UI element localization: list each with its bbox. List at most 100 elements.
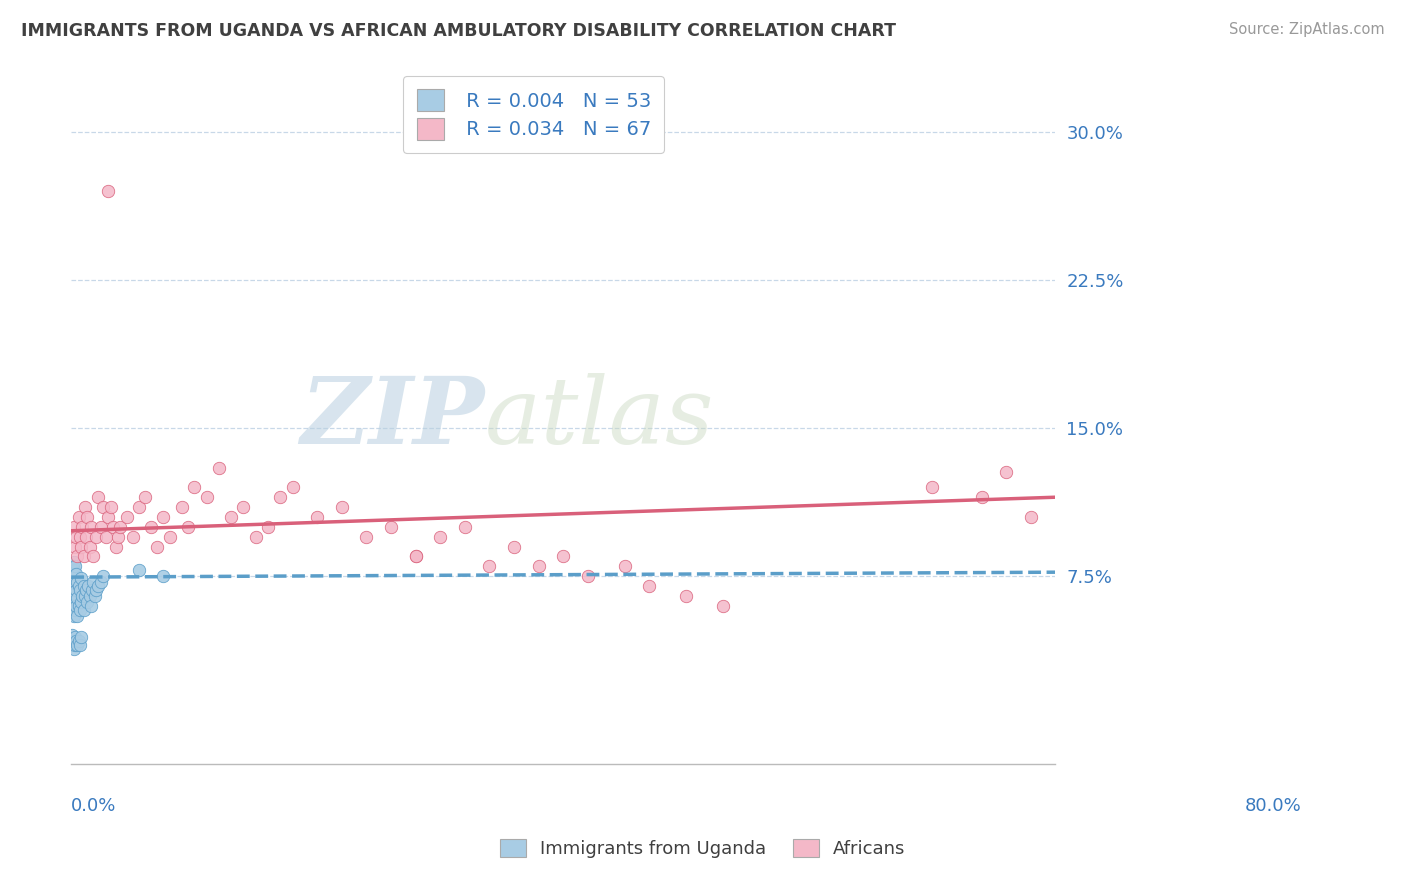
Point (478, 559, 501, 574)
Point (87, 579, 110, 593)
Point (73, 589, 96, 603)
Point (67, 510, 90, 524)
Point (65, 599, 87, 613)
Point (159, 530, 181, 544)
Point (65, 582, 87, 597)
Point (75, 530, 97, 544)
Point (72, 589, 94, 603)
Point (454, 520, 477, 534)
Point (65, 530, 87, 544)
Point (62, 582, 84, 597)
Point (70, 595, 93, 609)
Point (62, 638, 84, 652)
Point (141, 520, 163, 534)
Point (281, 480, 304, 494)
Point (62, 608, 84, 623)
Point (62, 555, 84, 569)
Point (87, 490, 110, 504)
Point (107, 530, 129, 544)
Point (208, 460, 231, 475)
Point (62, 579, 84, 593)
Point (503, 540, 526, 554)
Point (121, 530, 143, 544)
Point (97, 185, 120, 199)
Point (330, 500, 353, 514)
Point (75, 582, 97, 597)
Text: ZIP: ZIP (301, 373, 485, 463)
Point (269, 490, 291, 504)
Point (63, 540, 86, 554)
Text: IMMIGRANTS FROM UGANDA VS AFRICAN AMBULATORY DISABILITY CORRELATION CHART: IMMIGRANTS FROM UGANDA VS AFRICAN AMBULA… (21, 22, 896, 40)
Point (62, 642, 84, 657)
Point (177, 520, 200, 534)
Point (82, 549, 104, 564)
Point (232, 500, 254, 514)
Point (97, 510, 120, 524)
Point (82, 582, 104, 597)
Point (63, 638, 86, 652)
Point (66, 575, 89, 590)
Point (72, 549, 94, 564)
Point (70, 571, 93, 585)
Point (70, 540, 93, 554)
Point (219, 510, 242, 524)
Point (576, 569, 599, 583)
Point (104, 540, 127, 554)
Point (82, 575, 104, 590)
Point (62, 595, 84, 609)
Point (152, 510, 174, 524)
Point (195, 490, 218, 504)
Text: atlas: atlas (485, 373, 714, 463)
Point (83, 589, 105, 603)
Text: Source: ZipAtlas.com: Source: ZipAtlas.com (1229, 22, 1385, 37)
Point (429, 530, 451, 544)
Point (128, 563, 150, 577)
Point (79, 589, 101, 603)
Point (62, 634, 84, 648)
Point (146, 540, 169, 554)
Point (69, 638, 91, 652)
Point (69, 582, 91, 597)
Point (76, 510, 98, 524)
Point (245, 530, 267, 544)
Legend: Immigrants from Uganda, Africans: Immigrants from Uganda, Africans (492, 830, 914, 867)
Point (80, 599, 103, 613)
Point (62, 563, 84, 577)
Point (380, 520, 402, 534)
Point (90, 520, 112, 534)
Point (90, 575, 112, 590)
Point (183, 480, 205, 494)
Point (675, 589, 697, 603)
Point (970, 490, 993, 504)
Point (405, 549, 427, 564)
Point (72, 520, 94, 534)
Point (63, 587, 86, 601)
Point (77, 579, 100, 593)
Point (63, 630, 86, 644)
Point (134, 490, 156, 504)
Point (711, 599, 734, 613)
Point (110, 520, 132, 534)
Point (62, 628, 84, 642)
Point (995, 465, 1018, 479)
Point (73, 500, 96, 514)
Point (66, 549, 89, 564)
Point (152, 569, 174, 583)
Point (66, 638, 89, 652)
Point (94, 530, 117, 544)
Point (76, 595, 98, 609)
Point (72, 579, 94, 593)
Point (63, 575, 86, 590)
Point (128, 500, 150, 514)
Point (638, 579, 661, 593)
Point (67, 579, 90, 593)
Point (70, 630, 93, 644)
Point (69, 603, 91, 617)
Point (100, 500, 122, 514)
Point (66, 591, 89, 605)
Point (405, 549, 427, 564)
Point (527, 559, 550, 574)
Point (101, 520, 124, 534)
Point (356, 530, 378, 544)
Point (65, 634, 87, 648)
